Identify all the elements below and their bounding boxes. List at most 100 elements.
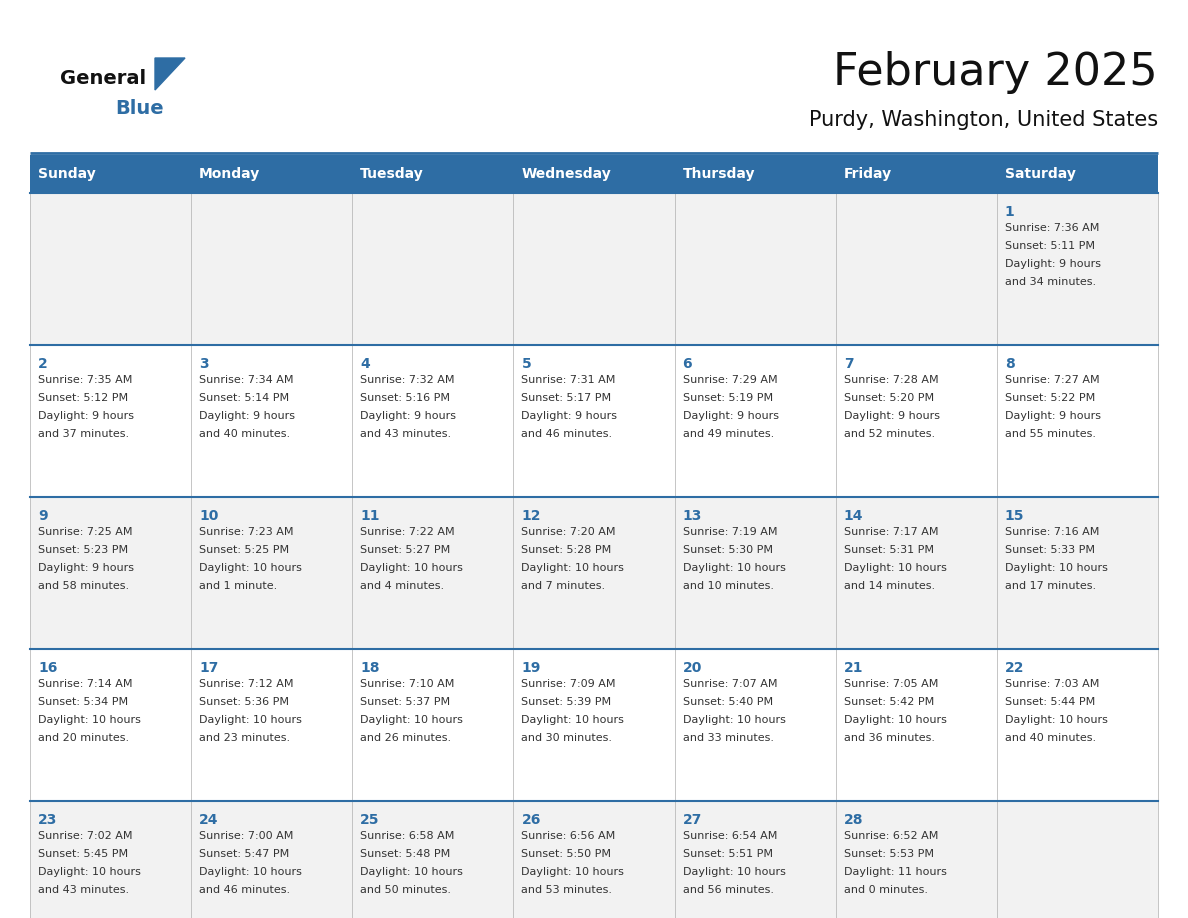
Text: and 36 minutes.: and 36 minutes.	[843, 733, 935, 743]
Text: Daylight: 9 hours: Daylight: 9 hours	[38, 563, 134, 573]
Text: Sunrise: 6:52 AM: Sunrise: 6:52 AM	[843, 831, 939, 841]
Text: Daylight: 10 hours: Daylight: 10 hours	[1005, 715, 1107, 725]
Text: and 17 minutes.: and 17 minutes.	[1005, 581, 1097, 591]
Text: and 14 minutes.: and 14 minutes.	[843, 581, 935, 591]
Text: Daylight: 9 hours: Daylight: 9 hours	[1005, 259, 1101, 269]
Text: Daylight: 9 hours: Daylight: 9 hours	[38, 411, 134, 421]
Text: Sunrise: 7:05 AM: Sunrise: 7:05 AM	[843, 679, 939, 689]
Text: 6: 6	[683, 357, 693, 371]
Text: Sunset: 5:53 PM: Sunset: 5:53 PM	[843, 849, 934, 859]
Text: Sunrise: 7:09 AM: Sunrise: 7:09 AM	[522, 679, 615, 689]
Text: Daylight: 11 hours: Daylight: 11 hours	[843, 867, 947, 877]
Text: and 1 minute.: and 1 minute.	[200, 581, 277, 591]
Text: Daylight: 9 hours: Daylight: 9 hours	[1005, 411, 1101, 421]
Text: Sunrise: 7:31 AM: Sunrise: 7:31 AM	[522, 375, 615, 385]
Text: Thursday: Thursday	[683, 167, 756, 181]
Text: and 0 minutes.: and 0 minutes.	[843, 885, 928, 895]
Text: Sunrise: 7:16 AM: Sunrise: 7:16 AM	[1005, 527, 1099, 537]
Text: Sunset: 5:31 PM: Sunset: 5:31 PM	[843, 545, 934, 555]
Text: Sunset: 5:37 PM: Sunset: 5:37 PM	[360, 697, 450, 707]
Text: Daylight: 10 hours: Daylight: 10 hours	[843, 563, 947, 573]
Bar	[30, 497, 1158, 649]
Text: and 58 minutes.: and 58 minutes.	[38, 581, 129, 591]
Text: and 7 minutes.: and 7 minutes.	[522, 581, 606, 591]
Text: Sunset: 5:48 PM: Sunset: 5:48 PM	[360, 849, 450, 859]
Text: Sunset: 5:44 PM: Sunset: 5:44 PM	[1005, 697, 1095, 707]
Text: 21: 21	[843, 661, 864, 675]
Polygon shape	[154, 58, 185, 90]
Text: Sunrise: 7:25 AM: Sunrise: 7:25 AM	[38, 527, 133, 537]
Text: 9: 9	[38, 509, 48, 523]
Text: and 4 minutes.: and 4 minutes.	[360, 581, 444, 591]
Text: Sunset: 5:36 PM: Sunset: 5:36 PM	[200, 697, 289, 707]
Text: and 53 minutes.: and 53 minutes.	[522, 885, 613, 895]
Text: 28: 28	[843, 813, 864, 827]
Text: Daylight: 10 hours: Daylight: 10 hours	[843, 715, 947, 725]
Text: Sunrise: 6:58 AM: Sunrise: 6:58 AM	[360, 831, 455, 841]
Text: and 43 minutes.: and 43 minutes.	[360, 429, 451, 439]
Text: Sunrise: 7:10 AM: Sunrise: 7:10 AM	[360, 679, 455, 689]
Text: Sunset: 5:47 PM: Sunset: 5:47 PM	[200, 849, 290, 859]
Text: Sunrise: 7:17 AM: Sunrise: 7:17 AM	[843, 527, 939, 537]
Text: Sunset: 5:12 PM: Sunset: 5:12 PM	[38, 393, 128, 403]
Text: Daylight: 9 hours: Daylight: 9 hours	[843, 411, 940, 421]
Text: Daylight: 10 hours: Daylight: 10 hours	[200, 715, 302, 725]
Text: Sunset: 5:50 PM: Sunset: 5:50 PM	[522, 849, 612, 859]
Text: Friday: Friday	[843, 167, 892, 181]
Text: and 26 minutes.: and 26 minutes.	[360, 733, 451, 743]
Text: and 10 minutes.: and 10 minutes.	[683, 581, 773, 591]
Text: Sunset: 5:22 PM: Sunset: 5:22 PM	[1005, 393, 1095, 403]
Text: and 33 minutes.: and 33 minutes.	[683, 733, 773, 743]
Text: Sunset: 5:16 PM: Sunset: 5:16 PM	[360, 393, 450, 403]
Text: Sunset: 5:17 PM: Sunset: 5:17 PM	[522, 393, 612, 403]
Text: Sunset: 5:51 PM: Sunset: 5:51 PM	[683, 849, 772, 859]
Text: Sunrise: 7:36 AM: Sunrise: 7:36 AM	[1005, 223, 1099, 233]
Text: Wednesday: Wednesday	[522, 167, 611, 181]
Text: Daylight: 10 hours: Daylight: 10 hours	[683, 563, 785, 573]
Text: Sunset: 5:34 PM: Sunset: 5:34 PM	[38, 697, 128, 707]
Text: 17: 17	[200, 661, 219, 675]
Text: Daylight: 10 hours: Daylight: 10 hours	[522, 867, 625, 877]
Text: 16: 16	[38, 661, 57, 675]
Text: Daylight: 10 hours: Daylight: 10 hours	[360, 715, 463, 725]
Bar	[30, 193, 1158, 345]
Text: Sunday: Sunday	[38, 167, 96, 181]
Text: Daylight: 9 hours: Daylight: 9 hours	[360, 411, 456, 421]
Text: and 49 minutes.: and 49 minutes.	[683, 429, 773, 439]
Text: Sunset: 5:33 PM: Sunset: 5:33 PM	[1005, 545, 1095, 555]
Text: Daylight: 9 hours: Daylight: 9 hours	[683, 411, 778, 421]
Text: February 2025: February 2025	[833, 50, 1158, 94]
Text: 23: 23	[38, 813, 57, 827]
Text: Daylight: 10 hours: Daylight: 10 hours	[683, 867, 785, 877]
Text: Sunrise: 7:23 AM: Sunrise: 7:23 AM	[200, 527, 293, 537]
Text: 25: 25	[360, 813, 380, 827]
Text: and 30 minutes.: and 30 minutes.	[522, 733, 613, 743]
Text: Sunrise: 7:12 AM: Sunrise: 7:12 AM	[200, 679, 293, 689]
Text: Sunrise: 7:20 AM: Sunrise: 7:20 AM	[522, 527, 615, 537]
Text: and 46 minutes.: and 46 minutes.	[522, 429, 613, 439]
Text: Sunrise: 7:14 AM: Sunrise: 7:14 AM	[38, 679, 133, 689]
Text: Daylight: 10 hours: Daylight: 10 hours	[683, 715, 785, 725]
Text: 10: 10	[200, 509, 219, 523]
Text: 2: 2	[38, 357, 48, 371]
Text: 11: 11	[360, 509, 380, 523]
Text: Sunset: 5:25 PM: Sunset: 5:25 PM	[200, 545, 289, 555]
Text: and 34 minutes.: and 34 minutes.	[1005, 277, 1097, 287]
Text: Sunset: 5:11 PM: Sunset: 5:11 PM	[1005, 241, 1095, 251]
Bar	[30, 155, 1158, 193]
Text: Sunset: 5:28 PM: Sunset: 5:28 PM	[522, 545, 612, 555]
Text: Sunrise: 7:29 AM: Sunrise: 7:29 AM	[683, 375, 777, 385]
Text: General: General	[61, 69, 146, 87]
Text: and 40 minutes.: and 40 minutes.	[200, 429, 290, 439]
Text: 1: 1	[1005, 205, 1015, 219]
Text: Daylight: 10 hours: Daylight: 10 hours	[522, 715, 625, 725]
Text: Sunrise: 6:54 AM: Sunrise: 6:54 AM	[683, 831, 777, 841]
Text: Sunset: 5:30 PM: Sunset: 5:30 PM	[683, 545, 772, 555]
Text: Sunrise: 6:56 AM: Sunrise: 6:56 AM	[522, 831, 615, 841]
Text: Sunrise: 7:32 AM: Sunrise: 7:32 AM	[360, 375, 455, 385]
Text: Sunrise: 7:02 AM: Sunrise: 7:02 AM	[38, 831, 133, 841]
Text: Sunrise: 7:07 AM: Sunrise: 7:07 AM	[683, 679, 777, 689]
Bar	[30, 801, 1158, 918]
Text: 27: 27	[683, 813, 702, 827]
Text: 8: 8	[1005, 357, 1015, 371]
